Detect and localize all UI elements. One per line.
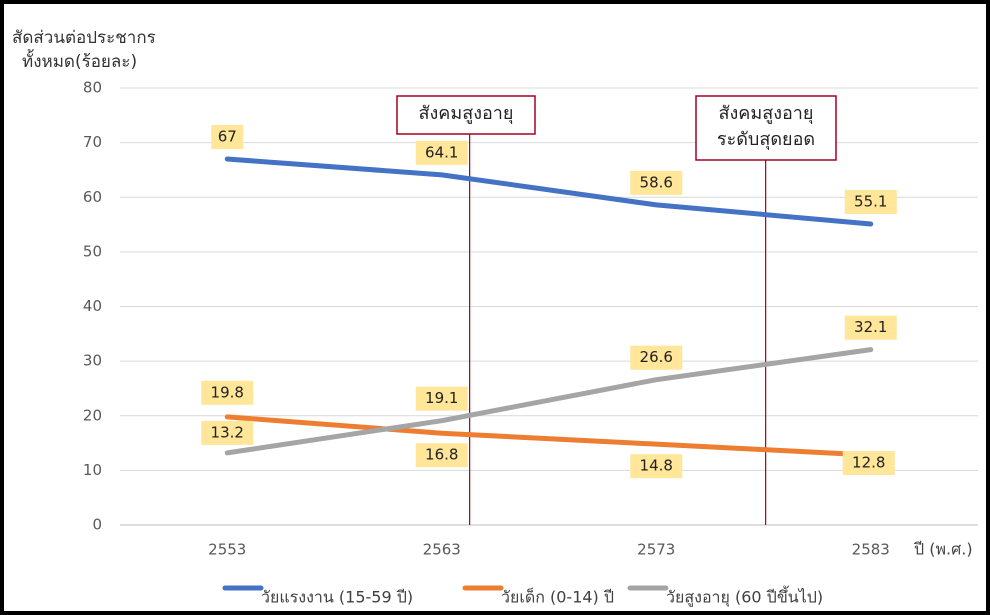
data-label: 55.1: [854, 193, 887, 211]
y-tick-label: 60: [83, 188, 102, 206]
legend-label: วัยสูงอายุ (60 ปีขึ้นไป): [666, 586, 823, 608]
y-tick-label: 30: [83, 352, 102, 370]
data-label: 12.8: [852, 454, 885, 472]
data-label-box: [842, 451, 895, 476]
data-label: 19.1: [425, 389, 458, 407]
data-label-box: [415, 443, 468, 468]
series-line: [224, 414, 874, 458]
data-label-box: [201, 380, 254, 405]
x-tick-label: 2553: [208, 541, 246, 559]
annotation-text: ระดับสุดยอด: [717, 129, 815, 150]
annotation-text: สังคมสูงอายุ: [719, 103, 814, 124]
data-label-box: [844, 315, 897, 340]
legend-label: วัยเด็ก (0-14) ปี: [501, 587, 614, 607]
y-axis-label: ทั้งหมด(ร้อยละ): [22, 49, 137, 72]
data-label-box: [201, 420, 254, 445]
series-line: [224, 156, 874, 227]
x-tick-label: 2573: [637, 541, 675, 559]
data-label: 58.6: [640, 173, 673, 191]
series-line: [224, 347, 874, 456]
data-label: 14.8: [640, 457, 673, 475]
y-tick-label: 70: [83, 133, 102, 151]
data-label-box: [415, 140, 468, 165]
x-tick-label: 2583: [852, 541, 890, 559]
annotation-box: [695, 95, 837, 161]
y-tick-label: 40: [83, 297, 102, 315]
y-axis-label: สัดส่วนต่อประชากร: [12, 28, 156, 48]
y-tick-label: 80: [83, 79, 102, 97]
data-label: 67: [218, 128, 237, 146]
data-label-box: [630, 345, 683, 370]
legend-label: วัยแรงงาน (15-59 ปี): [261, 588, 413, 607]
y-tick-label: 10: [83, 461, 102, 479]
annotation-text: สังคมสูงอายุ: [419, 103, 514, 124]
data-label-box: [630, 454, 683, 479]
x-tick-label: 2563: [423, 541, 461, 559]
data-label: 16.8: [425, 446, 458, 464]
data-label: 13.2: [211, 423, 244, 441]
data-label-box: [415, 386, 468, 411]
annotation-box: [396, 95, 536, 135]
y-tick-label: 50: [83, 242, 102, 260]
y-tick-label: 20: [83, 406, 102, 424]
x-axis-label: ปี (พ.ศ.): [914, 540, 973, 559]
data-label: 26.6: [640, 348, 673, 366]
data-label: 19.8: [211, 383, 244, 401]
y-tick-label: 0: [92, 516, 102, 534]
data-label: 32.1: [854, 318, 887, 336]
data-label: 64.1: [425, 143, 458, 161]
data-label-box: [211, 125, 244, 150]
data-label-box: [844, 190, 897, 215]
data-label-box: [630, 170, 683, 195]
